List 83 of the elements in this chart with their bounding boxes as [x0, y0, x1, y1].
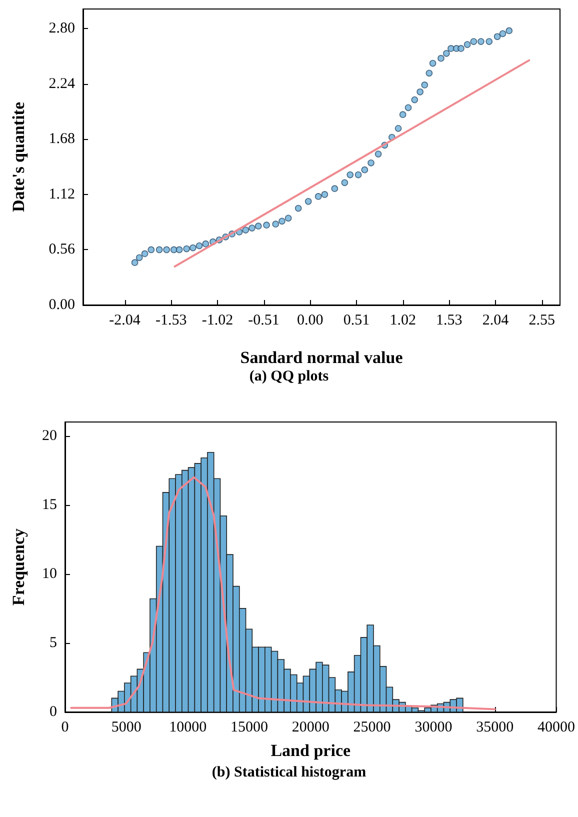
- y-tick-label: 10: [42, 566, 57, 582]
- point: [448, 45, 454, 52]
- point: [494, 33, 501, 40]
- x-axis-title: Land price: [270, 741, 351, 760]
- point: [374, 150, 382, 158]
- point: [284, 214, 292, 222]
- point: [136, 254, 143, 262]
- point: [196, 242, 203, 250]
- point: [248, 224, 256, 232]
- y-tick-label: 0.56: [48, 242, 76, 258]
- point: [499, 30, 506, 38]
- point: [404, 104, 412, 112]
- x-tick-label: -1.53: [156, 312, 187, 328]
- x-tick-label: 30000: [414, 720, 452, 736]
- point: [242, 226, 250, 234]
- point: [321, 191, 328, 198]
- text: (a) QQ plots: [249, 368, 329, 384]
- point: [416, 88, 424, 96]
- point: [399, 111, 406, 118]
- point: [176, 246, 183, 254]
- point: [470, 38, 478, 45]
- y-tick-label: 1.68: [48, 131, 75, 148]
- x-tick-label: 20000: [292, 720, 330, 736]
- y-tick-label: 5: [50, 634, 57, 651]
- y-tick-label: 15: [42, 496, 57, 513]
- point: [331, 185, 338, 192]
- point: [314, 193, 322, 200]
- x-tick-label: 1.53: [436, 312, 462, 328]
- point: [148, 246, 155, 254]
- point: [438, 54, 444, 62]
- point: [163, 246, 170, 254]
- point: [486, 38, 493, 45]
- point: [254, 222, 262, 230]
- x-tick-label: 2.55: [528, 312, 555, 328]
- x-tick-label: 25000: [353, 720, 391, 736]
- point: [361, 166, 368, 174]
- point: [426, 70, 433, 77]
- point: [394, 124, 402, 132]
- x-tick-label: 0.00: [297, 312, 324, 328]
- y-tick-label: 0.00: [48, 297, 75, 313]
- point: [272, 220, 280, 228]
- point: [464, 41, 471, 48]
- x-tick-label: 0.51: [343, 312, 370, 328]
- point: [478, 38, 484, 45]
- point: [368, 160, 374, 166]
- x-tick-label: -1.02: [202, 312, 234, 328]
- y-tick-label: 1.12: [48, 186, 75, 202]
- x-tick-label: 10000: [169, 720, 207, 736]
- point: [190, 244, 196, 252]
- point: [294, 204, 302, 212]
- y-tick-label: 2.24: [48, 76, 76, 92]
- y-tick-label: 2.80: [48, 20, 75, 37]
- point: [278, 218, 286, 225]
- x-tick-label: 2.04: [482, 312, 510, 328]
- point: [421, 82, 428, 88]
- y-axis-title: Date's quantite: [9, 102, 28, 212]
- point: [354, 171, 362, 178]
- x-tick-label: 15000: [230, 720, 268, 736]
- x-tick-label: 5000: [111, 720, 142, 736]
- x-tick-label: -2.04: [109, 312, 141, 328]
- point: [458, 45, 464, 52]
- y-axis-title: Frequency: [9, 528, 28, 606]
- x-tick-label: -0.51: [248, 312, 280, 328]
- x-tick-label: 1.02: [390, 312, 416, 328]
- point: [443, 50, 450, 57]
- point: [304, 198, 312, 205]
- x-tick-label: 40000: [538, 720, 575, 736]
- point: [131, 259, 138, 266]
- point: [141, 250, 148, 258]
- point: [341, 179, 348, 186]
- point: [183, 245, 190, 252]
- x-tick-label: 35000: [476, 720, 514, 736]
- y-tick-label: 20: [42, 428, 57, 444]
- point: [202, 240, 210, 248]
- point: [506, 27, 513, 34]
- point: [156, 246, 163, 254]
- y-tick-label: 0: [50, 704, 57, 720]
- point: [263, 222, 270, 228]
- point: [429, 60, 436, 67]
- text: (b) Statistical histogram: [212, 764, 367, 780]
- point: [346, 171, 354, 178]
- x-axis-title: Sandard normal value: [240, 348, 404, 367]
- point: [411, 96, 418, 104]
